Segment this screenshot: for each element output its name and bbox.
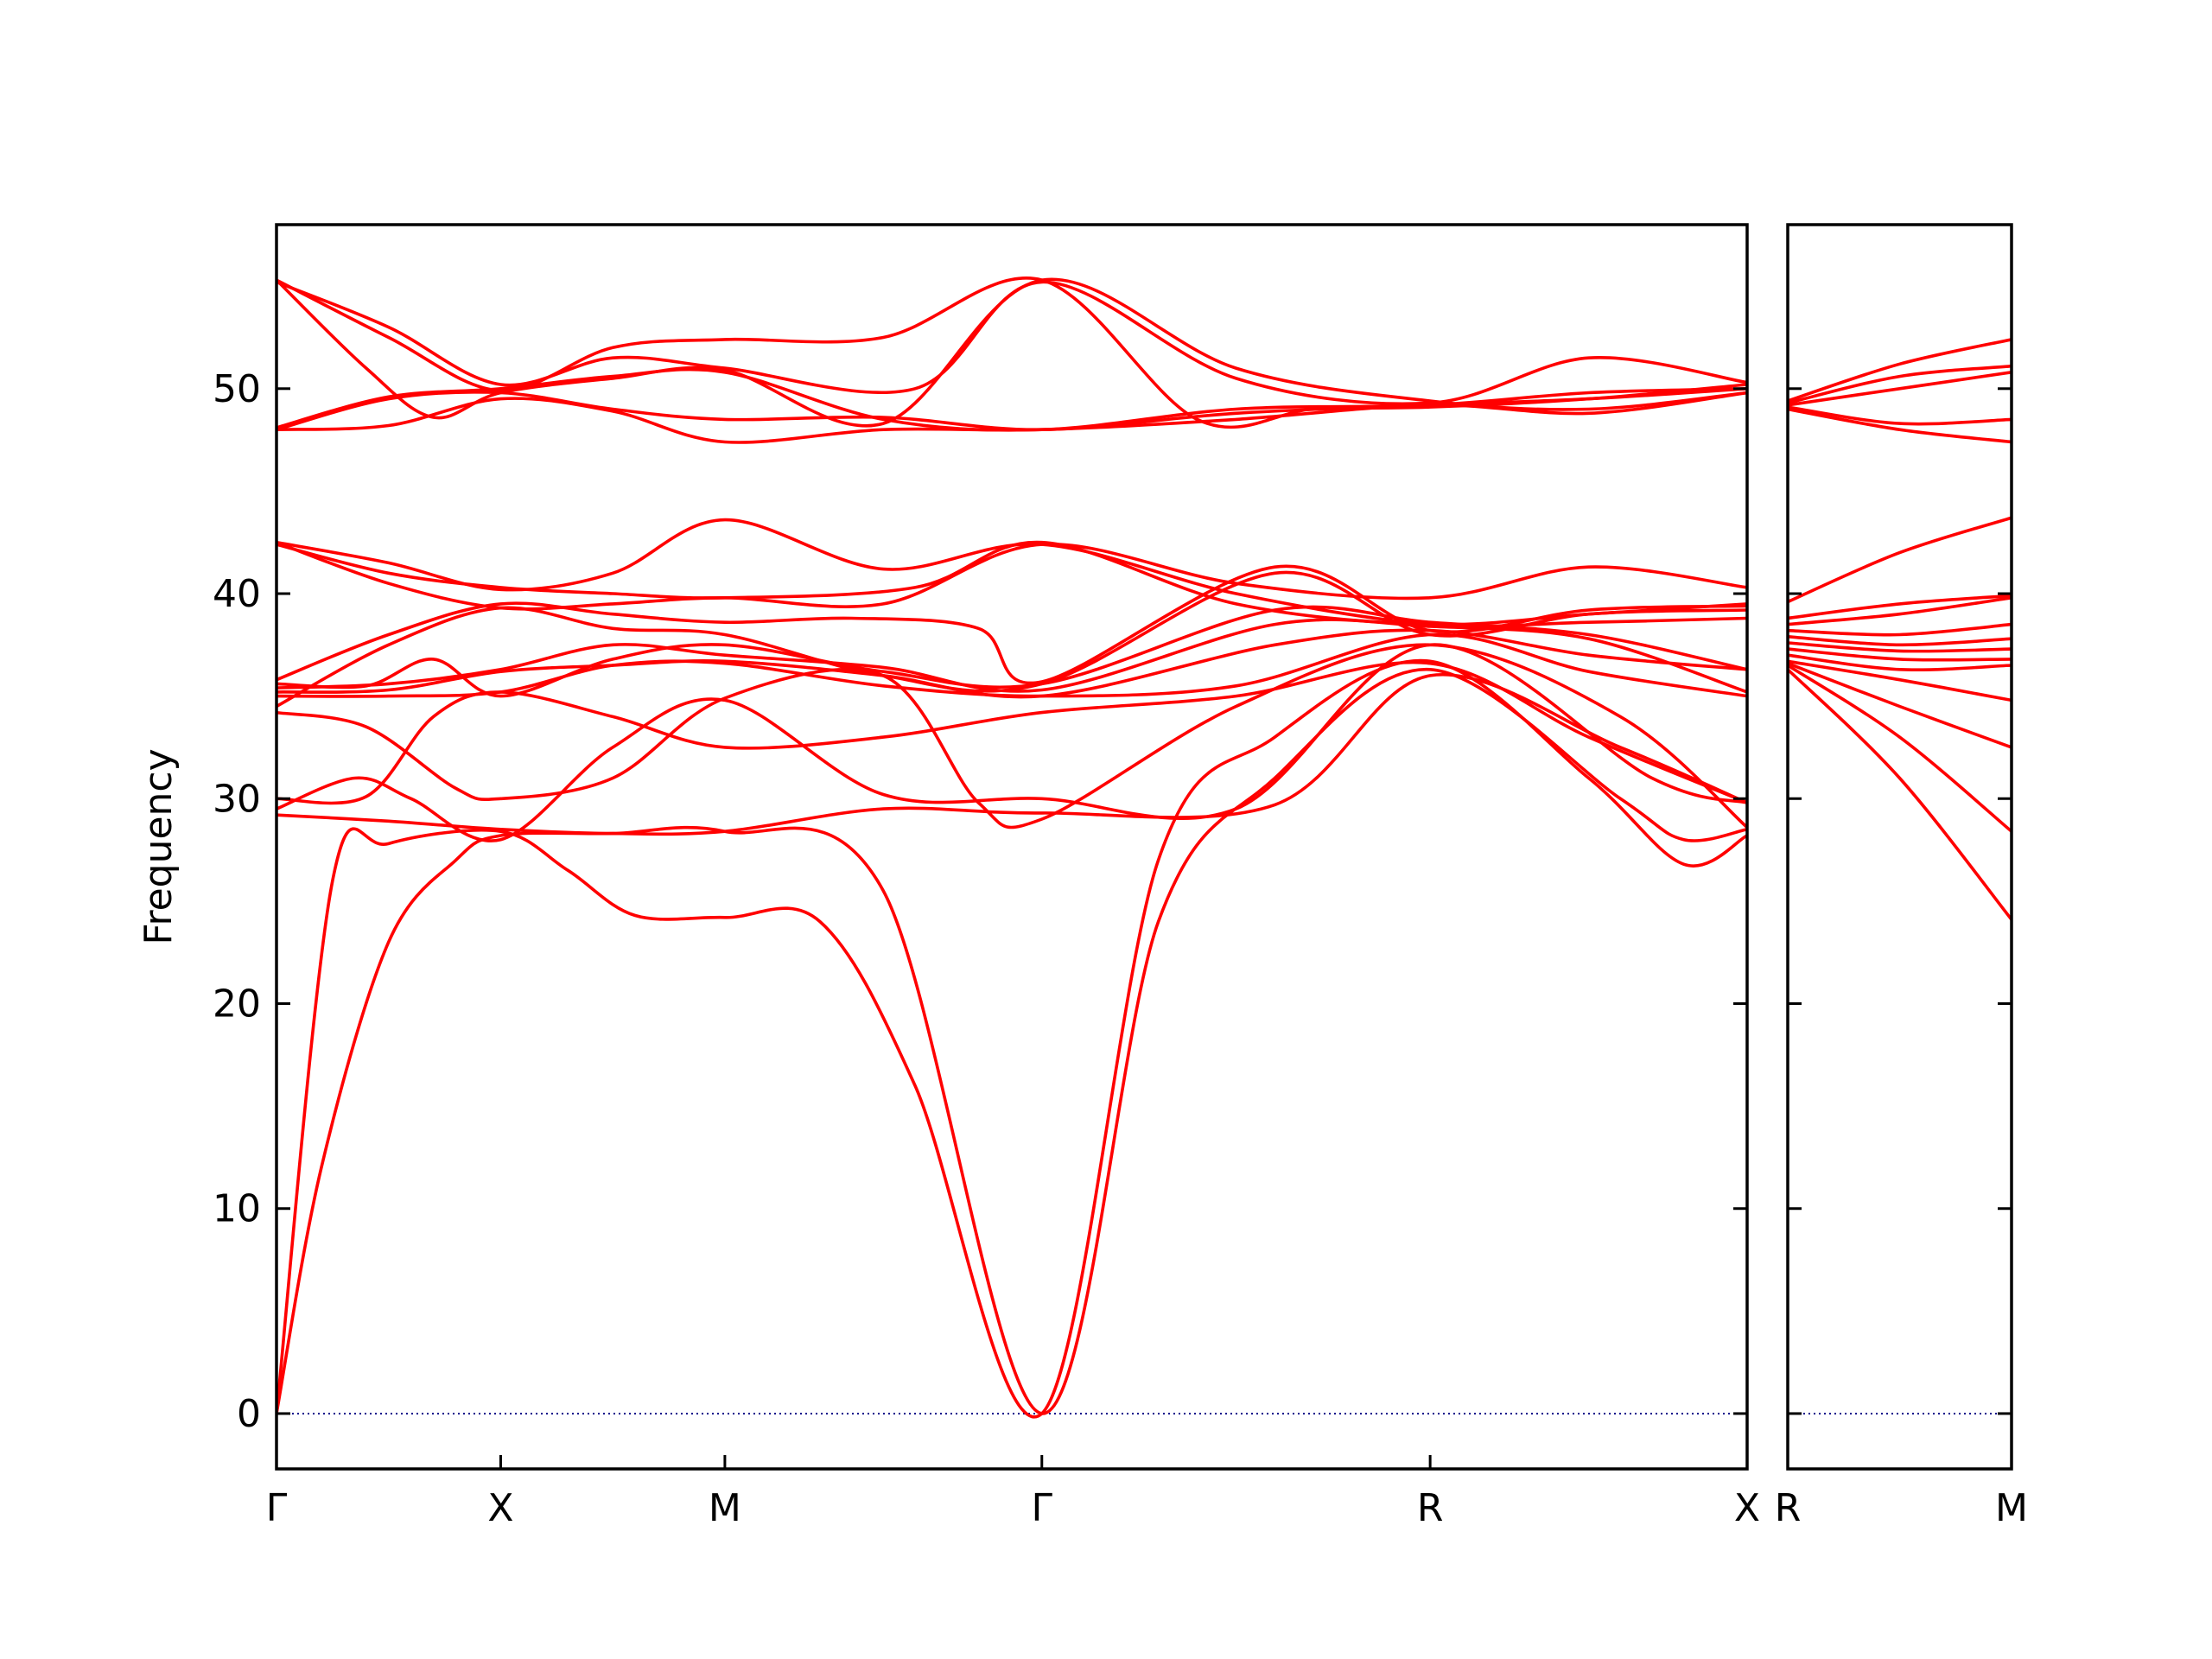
phonon-band-main-6	[276, 643, 1747, 830]
phonon-band-main-21	[276, 276, 1747, 429]
y-axis-label: Frequency	[137, 748, 181, 944]
phonon-band-main-15	[276, 540, 1747, 626]
phonon-band-side-2	[1788, 664, 2012, 833]
high-symmetry-label: X	[487, 1486, 513, 1530]
side-axes-frame	[1786, 223, 2013, 1471]
phonon-band-side-11	[1788, 594, 2012, 620]
high-symmetry-label: Γ	[1032, 1486, 1053, 1530]
phonon-band-main-2	[276, 658, 1747, 1419]
phonon-band-main-20	[276, 277, 1747, 428]
high-symmetry-label: M	[709, 1486, 741, 1530]
phonon-band-main-3	[276, 672, 1747, 836]
y-tick-label: 10	[213, 1187, 261, 1231]
phonon-band-side-9	[1788, 622, 2012, 637]
phonon-band-side-8	[1788, 635, 2012, 647]
phonon-band-side-3	[1788, 661, 2012, 749]
high-symmetry-label: R	[1417, 1486, 1444, 1530]
phonon-band-side-12	[1788, 516, 2012, 604]
phonon-band-main-14	[276, 540, 1747, 611]
phonon-band-side-6	[1788, 647, 2012, 662]
main-axes-frame	[275, 223, 1749, 1471]
phonon-band-main-11	[276, 570, 1747, 709]
high-symmetry-label: R	[1775, 1486, 1802, 1530]
y-tick-label: 0	[237, 1392, 261, 1436]
high-symmetry-label: M	[1995, 1486, 2028, 1530]
phonon-band-main-7	[276, 632, 1747, 698]
side-bands	[1788, 338, 2012, 921]
y-tick-label: 40	[213, 572, 261, 616]
phonon-band-side-15	[1788, 371, 2012, 407]
phonon-band-main-13	[276, 518, 1747, 628]
phonon-band-main-4	[276, 643, 1747, 842]
phonon-band-side-1	[1788, 668, 2012, 921]
phonon-band-side-13	[1788, 407, 2012, 444]
phonon-band-side-5	[1788, 653, 2012, 671]
high-symmetry-label: X	[1734, 1486, 1760, 1530]
phonon-band-main-17	[276, 387, 1747, 432]
phonon-band-main-12	[276, 564, 1747, 685]
phonon-band-side-7	[1788, 641, 2012, 653]
y-tick-label: 20	[213, 982, 261, 1026]
phonon-band-side-4	[1788, 659, 2012, 702]
high-symmetry-label: Γ	[266, 1486, 288, 1530]
phonon-band-side-17	[1788, 338, 2012, 403]
phonon-band-main-1	[276, 667, 1747, 1415]
phonon-band-main-19	[276, 280, 1747, 406]
main-band-panel: 0 10 20 30 40 50 Γ X M Γ R X	[213, 223, 1760, 1530]
phonon-band-side-16	[1788, 364, 2012, 405]
y-tick-label: 50	[213, 367, 261, 411]
phonon-band-side-10	[1788, 596, 2012, 626]
main-bands	[276, 276, 1747, 1419]
phonon-band-main-9	[276, 618, 1747, 694]
y-tick-label: 30	[213, 777, 261, 821]
phonon-band-main-5	[276, 660, 1747, 805]
phonon-band-side-14	[1788, 405, 2012, 426]
